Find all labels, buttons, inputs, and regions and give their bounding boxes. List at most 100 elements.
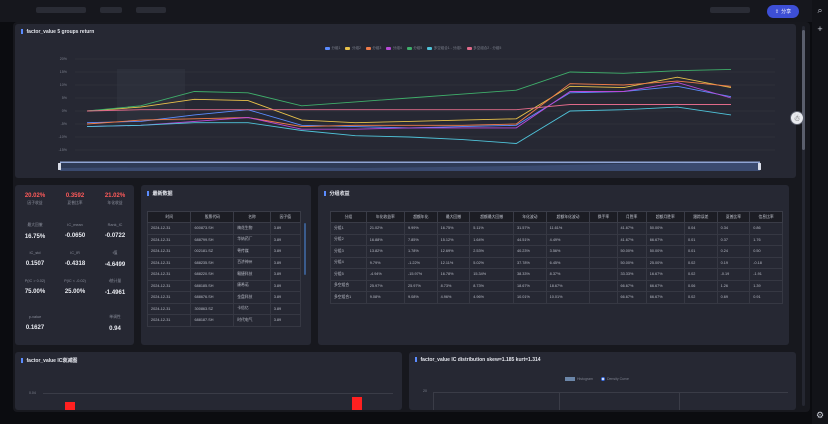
table-cell: 分组3 — [330, 245, 367, 258]
table-cell: 3.89 — [269, 279, 301, 292]
metric-label: t统计量 — [108, 279, 122, 283]
metric-value: 16.75% — [24, 234, 46, 240]
table-cell: 9.08% — [365, 291, 405, 304]
table-cell: 5.02% — [469, 256, 515, 269]
group-table-wrap[interactable]: 分组 年化收益率 超额年化 最大回撤 超额最大回撤 年化波动 超额年化波动 换手率 月胜率 超额月… — [330, 211, 783, 339]
modal-scrollbar-thumb[interactable] — [802, 30, 805, 150]
legend-item: Density Curve — [600, 377, 629, 381]
column-header[interactable]: 因子值 — [269, 211, 301, 223]
table-row: 分组5 -4.94% -15.97% 16.78% 15.34% 38.33% 8.37% 3… — [330, 268, 783, 281]
grid-line — [433, 392, 434, 410]
column-header[interactable]: 股票代码 — [190, 211, 235, 223]
column-header[interactable]: 夏普比率 — [716, 211, 751, 223]
table-cell: 50.00% — [616, 245, 647, 258]
column-header[interactable]: 超额年化波动 — [545, 211, 591, 223]
legend-item[interactable]: 分组2 — [345, 46, 361, 51]
density-swatch — [600, 377, 605, 381]
metric-label: IC_std — [29, 251, 41, 255]
legend-item[interactable]: 分组3 — [365, 46, 381, 51]
metric-value: 75.00% — [24, 289, 46, 295]
table-row: 分组3 13.82% 1.78% 12.69% 2.53% 40.23% 3.56% 50.0… — [330, 245, 783, 258]
table-cell: 18.67% — [545, 279, 591, 292]
metric-value: 0.3592 — [65, 193, 85, 199]
legend-swatch — [427, 47, 433, 50]
legend-item[interactable]: 分组5 — [406, 46, 422, 51]
legend-swatch — [325, 47, 330, 50]
column-header[interactable]: 信息比率 — [749, 211, 783, 223]
metric-label: P(IC < -0.02) — [64, 279, 86, 283]
column-header[interactable]: 超额年化 — [403, 211, 438, 223]
metric-item: 21.02% 年化收益 — [95, 193, 135, 206]
add-icon[interactable]: + — [817, 24, 823, 34]
column-header[interactable]: 最大回撤 — [436, 211, 471, 223]
grid-line — [43, 393, 393, 394]
table-cell: 12.11% — [436, 256, 471, 269]
settings-icon[interactable]: ⚙ — [815, 410, 825, 420]
table-cell: 11.61% — [545, 222, 591, 235]
column-header[interactable]: 月胜率 — [616, 211, 647, 223]
assistant-bot-icon[interactable]: ☃ — [790, 111, 804, 125]
ic-decay-card: factor_value IC衰减图 0.04 — [15, 352, 402, 410]
metric-value: -0.0650 — [64, 233, 86, 239]
metric-item: IC_std 0.1507 — [15, 251, 55, 267]
share-button[interactable]: ⇪ 分享 — [767, 5, 799, 18]
table-cell: 38.33% — [513, 268, 547, 281]
table-cell: 1.78% — [403, 245, 438, 258]
metrics-card: 20.02% 因子收益 0.3592 夏普比率 21.02% 年化收益 最大回撤 16.75%… — [15, 185, 134, 345]
legend-label: 分组2 — [351, 46, 361, 50]
table-row: 2024-12-31 688220.SH 翱捷科技 3.89 — [147, 268, 301, 281]
table-cell: 1.39 — [749, 279, 783, 292]
table-cell: 卡倍亿 — [233, 302, 271, 315]
group-returns-table: 分组 年化收益率 超额年化 最大回撤 超额最大回撤 年化波动 超额年化波动 换手率 月胜率 超额月… — [330, 211, 783, 304]
table-cell: 600873.SH — [190, 222, 235, 235]
column-header[interactable]: 换手率 — [589, 211, 618, 223]
table-cell: 3.89 — [269, 314, 301, 327]
table-cell: 金盘科技 — [233, 291, 271, 304]
grid-line — [679, 392, 680, 410]
table-cell: 688235.SH — [190, 256, 235, 269]
metric-label: IC_IR — [70, 251, 80, 255]
column-header[interactable]: 跟踪误差 — [683, 211, 718, 223]
table-cell — [589, 291, 618, 304]
ic-bar — [352, 397, 362, 410]
metric-item: P(IC < -0.02) 25.00% — [55, 279, 95, 295]
table-cell: 2.53% — [469, 245, 515, 258]
legend-item[interactable]: 多空组合2 - 分组5 — [466, 46, 501, 51]
table-scrollbar[interactable] — [304, 223, 306, 275]
column-header[interactable]: 分组 — [330, 211, 367, 223]
ic-bar — [65, 402, 75, 410]
dist-legend: Histogram Density Curve — [565, 377, 629, 381]
column-header[interactable]: 年化波动 — [513, 211, 547, 223]
metric-label: 最大回撤 — [27, 223, 43, 227]
table-row: 分组2 16.88% 7.85% 15.12% 1.64% 44.51% 4.49% 41.6… — [330, 233, 783, 246]
column-header[interactable]: 名称 — [233, 211, 271, 223]
table-cell: 4.96% — [469, 291, 515, 304]
legend-item[interactable]: 分组1 — [325, 46, 340, 51]
table-cell: 3.89 — [269, 256, 301, 269]
table-cell: 0.37 — [716, 233, 751, 246]
table-cell: 8.73% — [469, 279, 515, 292]
legend-item[interactable]: 多空组合1 - 分组1 — [427, 46, 462, 51]
y-tick-label: -10% — [59, 135, 68, 139]
table-cell: 3.89 — [269, 268, 301, 281]
modal-scrollbar-track[interactable] — [802, 26, 805, 406]
table-cell: 时代电气 — [233, 314, 271, 327]
metric-value: -1.4961 — [104, 290, 126, 296]
column-header[interactable]: 时间 — [147, 211, 192, 223]
table-row: 多空组合 25.97% 25.97% 8.73% 8.73% 18.67% 18.67% 66… — [330, 279, 783, 292]
table-cell — [589, 233, 618, 246]
column-header[interactable]: 年化收益率 — [365, 211, 405, 223]
card-title: factor_value IC distribution skew=1.185 … — [415, 357, 541, 363]
latest-table-wrap[interactable]: 时间 股票代码 名称 因子值 2024-12-31 600873.SH 梅花生物 3.89 20… — [147, 211, 301, 339]
table-cell: -4.94% — [365, 268, 405, 281]
legend-item[interactable]: 分组4 — [386, 46, 402, 51]
column-header[interactable]: 超额最大回撤 — [469, 211, 515, 223]
table-cell: 4.96% — [436, 291, 471, 304]
y-tick-label: 20% — [60, 57, 68, 61]
search-icon[interactable]: ⌕ — [817, 5, 823, 15]
series-line — [86, 80, 732, 128]
table-cell — [589, 268, 618, 281]
nav-placeholder — [36, 7, 86, 13]
zoom-slider-range — [60, 161, 760, 163]
column-header[interactable]: 超额月胜率 — [645, 211, 685, 223]
